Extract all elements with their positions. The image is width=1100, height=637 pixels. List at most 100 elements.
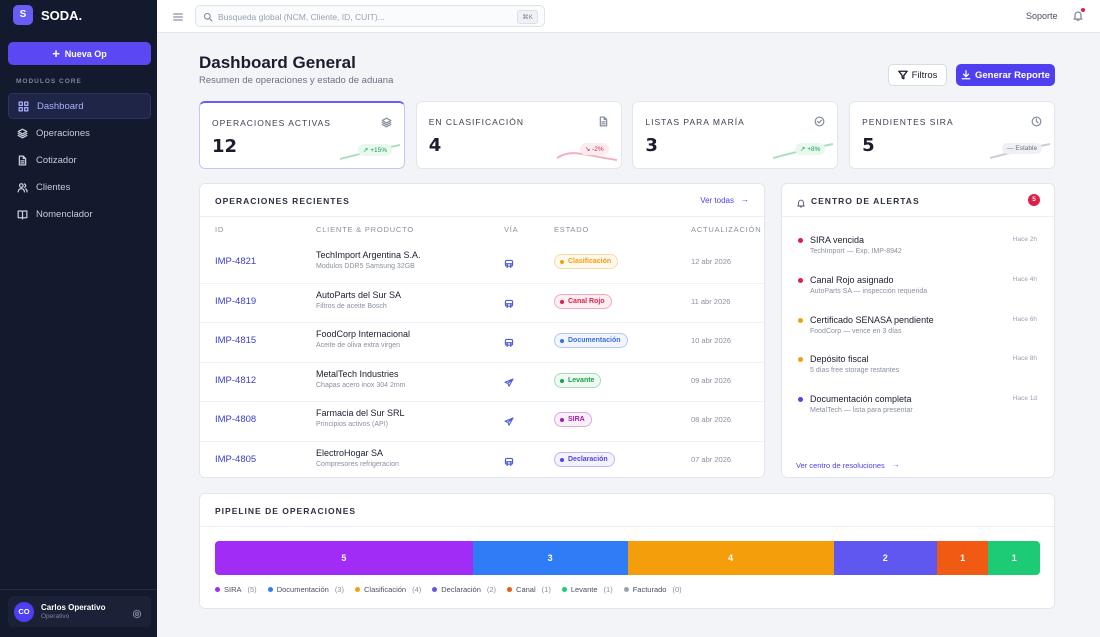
product-name: Compresores refrigeracion [316, 460, 399, 468]
link-arrow: → [892, 460, 900, 469]
segment-label: 4 [728, 553, 734, 563]
menu-icon[interactable] [172, 10, 184, 28]
kpi-sparkline [556, 140, 617, 167]
updated-date: 12 abr 2026 [691, 257, 732, 266]
kpi-value: 12 [212, 136, 238, 157]
legend-swatch [215, 587, 220, 592]
legend-count: (4) [412, 585, 422, 594]
segment-label: 5 [341, 553, 347, 563]
alert-detail: MetalTech — lista para presentar [810, 407, 913, 415]
legend-count: (1) [603, 585, 613, 594]
user-panel[interactable]: CO Carlos Operativo Operativo [8, 596, 151, 627]
alert-time: Hace 4h [1012, 275, 1037, 283]
settings-icon[interactable] [132, 606, 142, 624]
updated-date: 07 abr 2026 [691, 454, 732, 464]
pipeline-segment: 1 [988, 541, 1040, 575]
kpi-card: LISTAS PARA MARÍA 3 ↗ +8% [632, 101, 839, 169]
updated-date: 10 abr 2026 [691, 336, 732, 345]
support-link[interactable]: Soporte [1026, 11, 1058, 21]
status-badge: SIRA [554, 412, 592, 427]
divider [200, 526, 1054, 527]
legend-name: Facturado [632, 585, 667, 594]
status-dot [560, 378, 564, 383]
section-label: MODULOS CORE [16, 78, 82, 85]
view-all-link[interactable]: Ver todas [700, 196, 734, 205]
alert-title[interactable]: Canal Rojo asignado [810, 274, 894, 285]
legend-name: Documentación [276, 585, 329, 594]
status-dot [560, 299, 564, 304]
column-header: VÍA [504, 225, 519, 234]
kpi-label: EN CLASIFICACIÓN [428, 117, 525, 127]
row-divider [200, 440, 764, 442]
status-badge: Levante [554, 372, 602, 388]
pipeline-segment: 3 [472, 541, 628, 575]
divider [782, 216, 1054, 217]
status-dot [560, 260, 564, 264]
search-box[interactable]: Busqueda global (NCM, Cliente, ID, CUIT)… [195, 5, 545, 27]
alert-title[interactable]: SIRA vencida [810, 235, 865, 245]
kpi-trend-text: -2% [592, 146, 604, 153]
column-header: ACTUALIZACIÓN [691, 225, 762, 234]
alert-detail: AutoParts SA — inspección requerida [810, 287, 928, 295]
topbar: Busqueda global (NCM, Cliente, ID, CUIT)… [157, 0, 1100, 33]
row-divider [200, 322, 764, 323]
bell-icon [796, 195, 810, 222]
nav-item[interactable]: Dashboard [8, 93, 151, 119]
alert-title[interactable]: Certificado SENASA pendiente [810, 314, 934, 325]
segment-label: 1 [1011, 553, 1017, 563]
legend-item: SIRA (5) [215, 585, 257, 594]
operation-id[interactable]: IMP-4819 [215, 295, 257, 307]
via-icon [504, 296, 514, 314]
page-subtitle: Resumen de operaciones y estado de aduan… [199, 75, 394, 86]
alert-detail: 5 días free storage restantes [810, 367, 900, 375]
user-role: Operativo [41, 613, 70, 620]
notifications[interactable] [1072, 8, 1085, 27]
nav-label: Clientes [36, 181, 71, 193]
updated-date: 09 abr 2026 [691, 375, 732, 385]
nav-item[interactable]: Operaciones [8, 120, 151, 146]
legend-name: Clasificación [363, 585, 407, 594]
new-op-label: Nueva Op [64, 48, 107, 59]
nav-item[interactable]: Clientes [8, 174, 151, 200]
pipeline-card: PIPELINE DE OPERACIONES 5 3 4 2 1 1 SIRA (5) Docu… [199, 493, 1055, 609]
card-title: CENTRO DE ALERTAS [811, 196, 920, 206]
operation-id[interactable]: IMP-4815 [215, 335, 257, 346]
new-op-button[interactable]: + Nueva Op [8, 42, 151, 65]
pipeline-segment: 5 [215, 541, 473, 575]
pipeline-segment: 2 [833, 541, 937, 575]
kpi-icon [1031, 114, 1042, 132]
legend-name: Declaración [441, 585, 481, 594]
kpi-trend: — Estable [1002, 143, 1043, 154]
nav-item[interactable]: Cotizador [8, 147, 151, 173]
client-name: AutoParts del Sur SA [316, 289, 402, 300]
legend-count: (3) [334, 585, 344, 594]
kpi-card: PENDIENTES SIRA 5 — Estable [849, 101, 1056, 169]
nav-item[interactable]: Nomenclador [8, 201, 151, 227]
report-label: Generar Reporte [975, 69, 1050, 81]
alerts-link[interactable]: Ver centro de resoluciones [796, 461, 885, 470]
nav-label: Nomenclador [36, 208, 93, 220]
search-placeholder: Busqueda global (NCM, Cliente, ID, CUIT)… [218, 12, 385, 22]
alert-title[interactable]: Depósito fiscal [810, 354, 869, 365]
operation-id[interactable]: IMP-4805 [215, 453, 257, 465]
sidebar: S SODA. + Nueva Op MODULOS CORE Dashboard Oper… [0, 0, 157, 637]
kpi-card: OPERACIONES ACTIVAS 12 ↗ +15% [199, 101, 405, 169]
via-icon [504, 414, 514, 432]
status-dot [560, 418, 564, 422]
report-button[interactable]: Generar Reporte [956, 64, 1055, 86]
filter-button[interactable]: Filtros [888, 64, 947, 86]
link-arrow: → [741, 195, 749, 204]
status-dot [560, 457, 564, 462]
operation-id[interactable]: IMP-4808 [215, 414, 257, 425]
alert-title[interactable]: Documentación completa [810, 394, 912, 405]
row-divider [200, 401, 764, 402]
nav-label: Operaciones [36, 127, 90, 139]
product-name: Aceite de oliva extra virgen [316, 342, 401, 349]
kpi-card: EN CLASIFICACIÓN 4 ↘ -2% [415, 101, 622, 169]
alert-dot [798, 277, 803, 283]
kpi-icon [814, 114, 825, 132]
legend-swatch [561, 587, 567, 592]
operation-id[interactable]: IMP-4821 [215, 256, 257, 267]
column-header: ESTADO [554, 225, 590, 234]
operation-id[interactable]: IMP-4812 [215, 374, 257, 386]
